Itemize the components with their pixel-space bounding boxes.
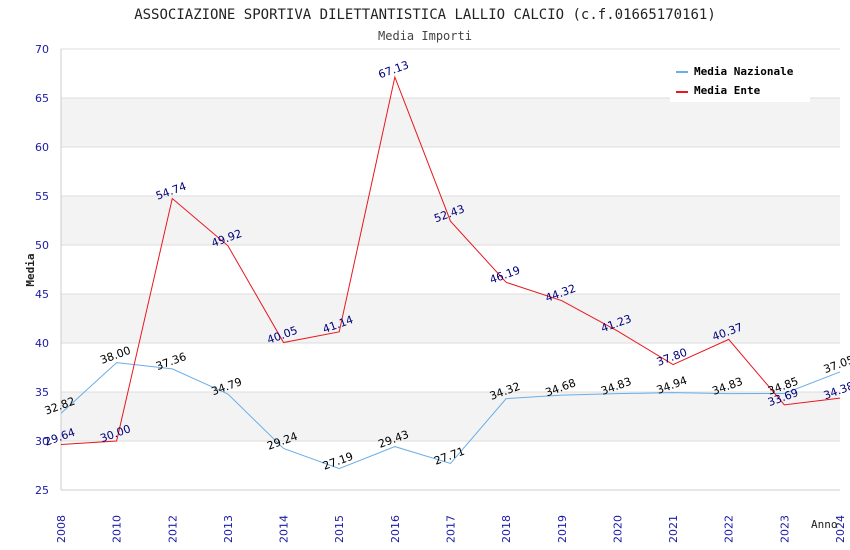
x-tick-label: 2023 — [778, 515, 791, 543]
x-tick-label: 2015 — [333, 515, 346, 543]
y-tick-label: 60 — [35, 141, 49, 154]
y-tick-label: 65 — [35, 92, 49, 105]
series-lines — [60, 75, 841, 470]
x-tick-label: 2021 — [667, 515, 680, 543]
x-tick-label: 2019 — [556, 515, 569, 543]
y-tick-label: 40 — [35, 337, 49, 350]
y-tick-label: 35 — [35, 386, 49, 399]
series-line-media-nazionale — [60, 362, 841, 470]
chart-title: ASSOCIAZIONE SPORTIVA DILETTANTISTICA LA… — [134, 7, 716, 23]
y-tick-label: 50 — [35, 239, 49, 252]
x-tick-label: 2010 — [111, 515, 124, 543]
y-tick-label: 55 — [35, 190, 49, 203]
series-line-media-ente — [60, 75, 841, 446]
chart-subtitle: Media Importi — [378, 29, 472, 43]
x-tick-label: 2008 — [55, 515, 68, 543]
y-axis-ticks: 25 30 35 40 45 50 55 60 65 70 — [35, 43, 49, 497]
grid-band — [61, 245, 840, 294]
x-tick-label: 2022 — [723, 515, 736, 543]
x-tick-label: 2014 — [278, 515, 291, 543]
grid-band — [61, 392, 840, 441]
x-axis-ticks: 2008 2010 2012 2013 2014 2015 2016 2017 2018 2019… — [55, 515, 847, 543]
y-axis-label: Media — [24, 253, 37, 286]
x-tick-label: 2020 — [611, 515, 624, 543]
x-tick-label: 2018 — [500, 515, 513, 543]
legend-label-media-nazionale: Media Nazionale — [694, 65, 794, 78]
grid-band — [61, 294, 840, 343]
y-tick-label: 30 — [35, 435, 49, 448]
x-tick-label: 2016 — [389, 515, 402, 543]
legend-box — [670, 60, 810, 102]
legend-label-media-ente: Media Ente — [694, 84, 761, 97]
grid-band — [61, 343, 840, 392]
grid-band — [61, 147, 840, 196]
x-axis-label: Anno — [811, 518, 838, 531]
y-tick-label: 70 — [35, 43, 49, 56]
x-tick-label: 2024 — [834, 515, 847, 543]
x-tick-label: 2012 — [166, 515, 179, 543]
legend: Media Nazionale Media Ente — [670, 60, 810, 102]
y-tick-label: 25 — [35, 484, 49, 497]
x-tick-label: 2017 — [445, 515, 458, 543]
x-tick-label: 2013 — [222, 515, 235, 543]
y-tick-label: 45 — [35, 288, 49, 301]
grid-band — [61, 441, 840, 490]
grid-band — [61, 98, 840, 147]
grid-bands — [61, 49, 840, 490]
